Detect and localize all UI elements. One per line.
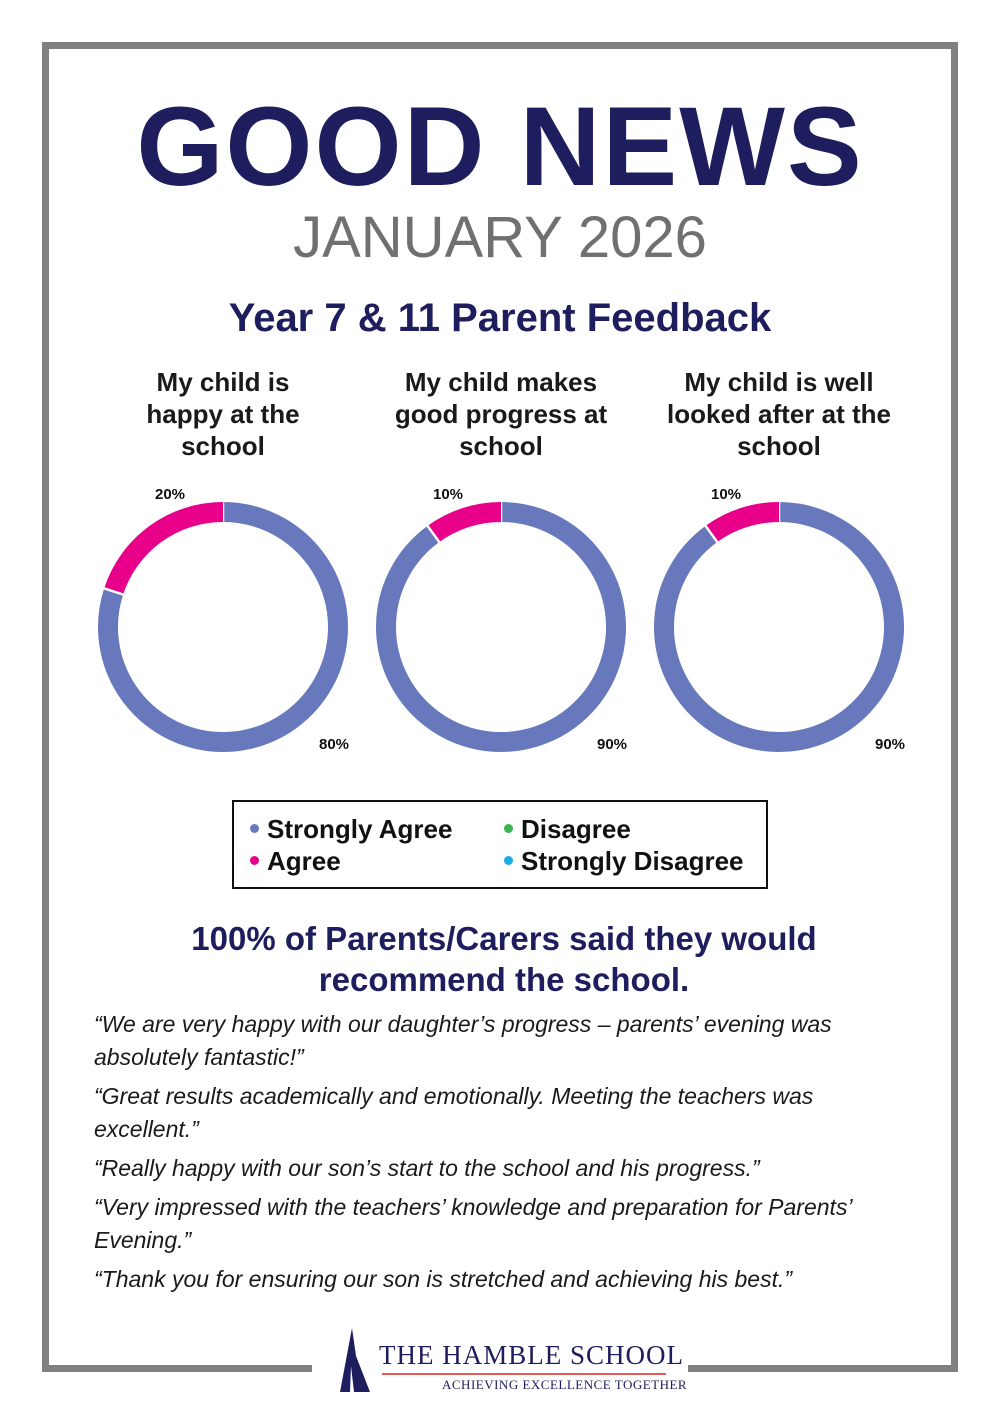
legend-agree: Agree [250,846,341,877]
legend-label: Agree [267,846,341,876]
quote: “Very impressed with the teachers’ knowl… [94,1194,852,1253]
sail-icon [340,1328,370,1392]
legend-dot-icon [250,823,259,833]
quote: “Really happy with our son’s start to th… [94,1155,760,1181]
legend-dot-icon [504,855,513,865]
legend-strongly-agree: Strongly Agree [250,814,452,845]
slice-separator [703,524,719,544]
legend-strongly-disagree: Strongly Disagree [504,846,744,877]
data-label: 80% [319,736,349,753]
frame-gap [312,1350,688,1380]
legend-dot-icon [504,823,513,833]
legend: Strongly Agree Agree Disagree Strongly D… [232,800,768,889]
logo-name: THE HAMBLE SCHOOL [379,1340,684,1370]
chart-title-2: My child makes good progress at school [394,367,608,461]
chart-title-1: My child is happy at the school [146,367,300,461]
school-logo: THE HAMBLE SCHOOL ACHIEVING EXCELLENCE T… [336,1326,687,1396]
donut-slice-strongly-agree [376,502,626,752]
chart-title-3: My child is well looked after at the sch… [667,367,891,461]
donut-charts: 80% 20% 90% 10% 90% 10% [98,486,905,753]
logo-underline [382,1373,666,1375]
legend-label: Strongly Disagree [521,846,744,876]
quote: “Great results academically and emotiona… [94,1083,814,1142]
legend-disagree: Disagree [504,814,631,845]
page-title: GOOD NEWS [136,84,864,209]
legend-label: Disagree [521,814,631,844]
donut-slice-agree [705,502,780,543]
section-title: Year 7 & 11 Parent Feedback [228,296,772,340]
quote: “We are very happy with our daughter’s p… [94,1011,832,1070]
data-label: 90% [597,736,627,753]
slice-separator [425,524,441,544]
data-label: 10% [433,486,463,503]
slice-separator [102,586,125,597]
legend-dot-icon [250,855,259,865]
donut-slice-strongly-agree [654,502,904,752]
logo-tagline: ACHIEVING EXCELLENCE TOGETHER [442,1377,688,1392]
donut-slice-agree [104,502,224,595]
legend-label: Strongly Agree [267,814,453,844]
data-label: 10% [711,486,741,503]
donut-slice-agree [427,502,502,543]
quote: “Thank you for ensuring our son is stret… [94,1266,793,1292]
donut-slice-strongly-agree [98,502,348,752]
data-label: 20% [155,486,185,503]
recommend-statement: 100% of Parents/Carers said they would r… [191,920,817,998]
data-label: 90% [875,736,905,753]
page-date: JANUARY 2026 [293,205,707,270]
feedback-section: 100% of Parents/Carers said they would r… [94,918,914,1296]
